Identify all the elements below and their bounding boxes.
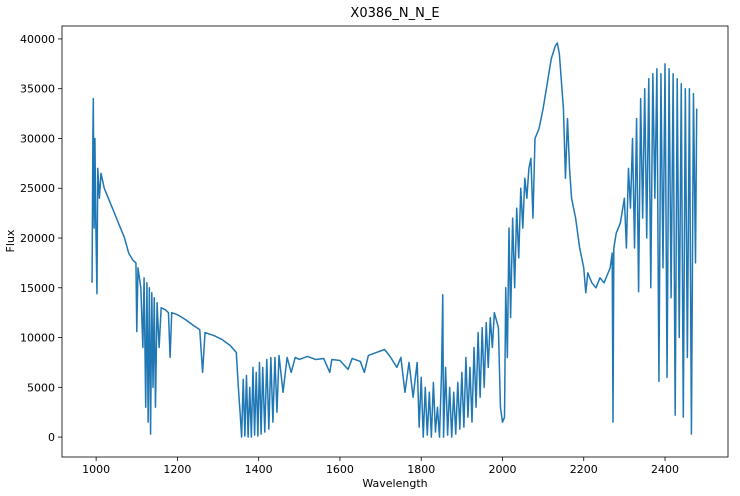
plot-frame <box>61 25 729 458</box>
x-tick-label: 1200 <box>163 463 191 476</box>
x-axis-label: Wavelength <box>362 477 427 490</box>
y-axis-label: Flux <box>4 229 17 252</box>
data-line <box>91 42 698 438</box>
x-tick-label: 1400 <box>245 463 273 476</box>
y-tick-label: 40000 <box>20 33 55 46</box>
y-tick-label: 5000 <box>27 381 55 394</box>
y-tick-label: 30000 <box>20 132 55 145</box>
y-tick-label: 15000 <box>20 282 55 295</box>
y-tick-label: 0 <box>48 431 55 444</box>
x-tick-label: 1800 <box>407 463 435 476</box>
x-tick-label: 1600 <box>326 463 354 476</box>
x-tick-label: 1000 <box>82 463 110 476</box>
y-tick-label: 35000 <box>20 83 55 96</box>
chart-title: X0386_N_N_E <box>350 6 439 21</box>
y-tick-label: 20000 <box>20 232 55 245</box>
y-tick-label: 10000 <box>20 332 55 345</box>
x-tick-label: 2400 <box>651 463 679 476</box>
x-tick-label: 2000 <box>488 463 516 476</box>
y-tick-label: 25000 <box>20 182 55 195</box>
x-tick-label: 2200 <box>570 463 598 476</box>
